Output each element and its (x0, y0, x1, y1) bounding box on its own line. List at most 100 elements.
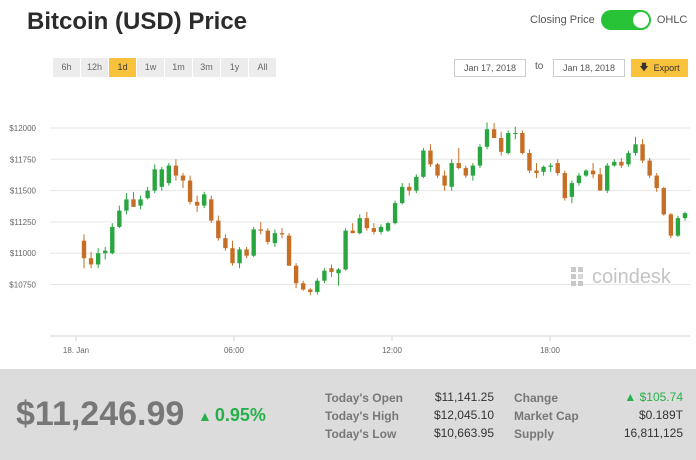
candle-body (81, 240, 87, 259)
y-tick-label: $11250 (10, 218, 37, 227)
export-button[interactable]: 🡇 Export (631, 59, 688, 77)
candle (520, 130, 525, 155)
candle (640, 139, 645, 164)
candle-body (428, 150, 433, 165)
candle-body (506, 133, 511, 154)
candle (88, 251, 94, 269)
candle (180, 173, 186, 189)
candle-body (569, 183, 575, 197)
candle-body (272, 233, 278, 244)
stat-label-market-cap: Market Cap (514, 409, 579, 423)
x-tick-label: 18. Jan (63, 346, 89, 355)
candle (95, 248, 101, 269)
candle (329, 264, 334, 277)
candle-body (357, 218, 362, 234)
candle-body (633, 144, 638, 154)
stat-label-low: Today's Low (325, 427, 397, 441)
candle (343, 228, 348, 271)
candle-body (407, 186, 412, 191)
candle (484, 122, 490, 150)
candle-body (576, 175, 582, 184)
candle-body (300, 283, 306, 290)
candle-body (237, 249, 242, 264)
candle (562, 170, 567, 201)
range-1m-button[interactable]: 1m (165, 58, 192, 77)
download-arrow-icon: 🡇 (639, 62, 649, 72)
candle-body (138, 199, 143, 206)
stat-value-change: ▲ $105.74 (595, 390, 683, 404)
candle (555, 159, 560, 176)
candle (300, 280, 306, 291)
candle (286, 233, 292, 266)
candle-body (498, 138, 504, 152)
ohlc-label: OHLC (656, 14, 688, 26)
candle (230, 240, 235, 266)
range-all-button[interactable]: All (249, 58, 276, 77)
candle (322, 268, 327, 284)
y-tick-label: $11500 (10, 187, 37, 196)
range-1w-button[interactable]: 1w (137, 58, 164, 77)
candle-body (590, 170, 596, 175)
candle (81, 234, 87, 269)
candle (216, 215, 221, 241)
date-to-input[interactable]: Jan 18, 2018 (553, 59, 625, 77)
up-arrow-icon: ▲ (198, 408, 212, 424)
candle (590, 163, 596, 179)
closing-price-label: Closing Price (530, 14, 595, 26)
coindesk-logo-icon (571, 267, 583, 286)
candle (364, 211, 370, 231)
range-1d-button[interactable]: 1d (109, 58, 136, 77)
candle (357, 214, 362, 235)
candle (548, 163, 553, 172)
range-1y-button[interactable]: 1y (221, 58, 248, 77)
candle-body (527, 153, 532, 171)
candle-body (513, 133, 518, 135)
watermark-text: coindesk (592, 266, 672, 288)
candle (124, 193, 129, 215)
candle (308, 288, 313, 296)
candle (131, 191, 136, 207)
candle (265, 228, 271, 245)
candle-body (520, 133, 525, 154)
stat-label-supply: Supply (514, 427, 555, 441)
candle (506, 130, 511, 155)
stat-value-low: $10,663.95 (433, 426, 494, 440)
stat-value-supply: 16,811,125 (623, 426, 683, 440)
candle-body (661, 188, 666, 215)
range-3m-button[interactable]: 3m (193, 58, 220, 77)
toggle-knob (632, 12, 649, 28)
candle-body (293, 265, 299, 284)
coindesk-watermark: coindesk (571, 266, 672, 288)
candle (597, 168, 603, 191)
candle-body (124, 199, 129, 211)
candle-body (647, 160, 652, 176)
date-from-input[interactable]: Jan 17, 2018 (454, 59, 526, 77)
candle-body (258, 229, 263, 231)
candle-body (329, 268, 334, 272)
chart-mode-toggle[interactable] (600, 10, 651, 30)
candle-body (364, 218, 370, 229)
candle-body (385, 223, 391, 231)
candle (456, 148, 461, 170)
candle (223, 234, 228, 251)
candle (534, 163, 539, 179)
candle-body (414, 176, 419, 191)
candle-body (555, 163, 560, 174)
candle-body (315, 280, 320, 292)
candle-body (654, 175, 659, 189)
candle (541, 165, 546, 176)
candle (619, 158, 624, 169)
range-6h-button[interactable]: 6h (53, 58, 80, 77)
stat-label-change: Change (514, 391, 559, 405)
candle (654, 173, 659, 192)
candle-body (308, 289, 313, 292)
candle-body (463, 168, 469, 176)
price-change-percent: ▲ 0.95% (198, 405, 266, 426)
range-12h-button[interactable]: 12h (81, 58, 108, 77)
candle-body (173, 165, 179, 176)
candle-body (583, 170, 589, 176)
candle-body (187, 180, 193, 202)
candle-body (180, 175, 186, 181)
candle (392, 200, 398, 225)
candle-body (619, 161, 624, 166)
